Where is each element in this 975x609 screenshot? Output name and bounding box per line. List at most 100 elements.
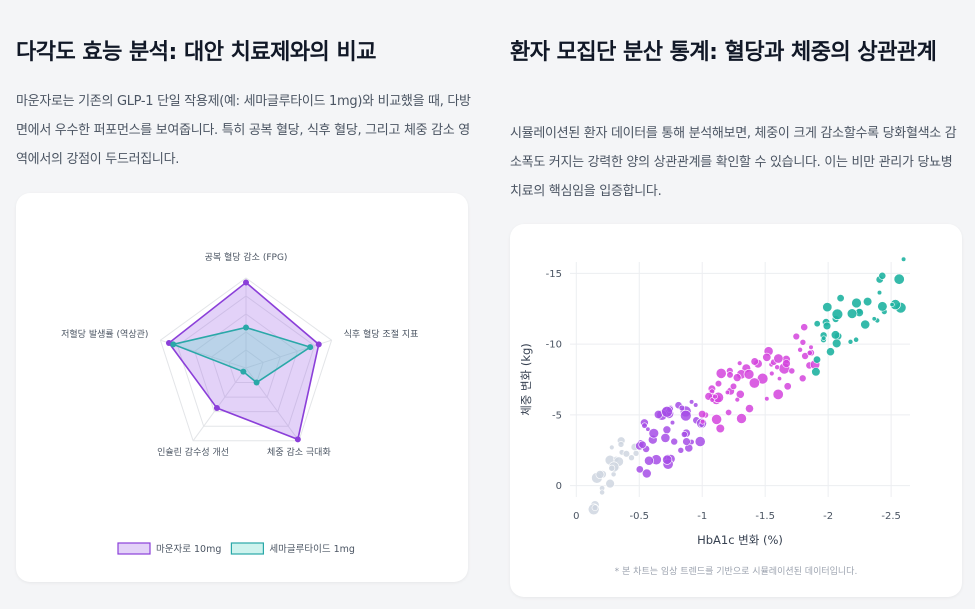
radar-grid-ring [228, 349, 264, 384]
scatter-point [743, 369, 755, 380]
x-tick-label: 0 [573, 511, 579, 522]
scatter-chart: 0 -0.5 -1 -1.5 -2 -2.5 -15 -10 -5 0 HbA1c 변화 (%) 체중… [519, 256, 910, 547]
scatter-point [851, 297, 862, 309]
x-axis-label: HbA1c 변화 (%) [697, 533, 783, 547]
radar-spoke [192, 367, 247, 442]
scatter-point [806, 349, 813, 356]
scatter-point [609, 444, 615, 451]
scatter-point [732, 373, 742, 382]
scatter-point [788, 367, 796, 375]
scatter-point [822, 302, 833, 313]
radar-grid-ring [211, 331, 281, 398]
x-tick-label: -1 [697, 511, 707, 522]
radar-point [213, 405, 220, 412]
scatter-point [591, 504, 599, 512]
radar-axis-label: 저혈당 발생률 (역상관) [61, 328, 148, 340]
scatter-point [800, 323, 809, 332]
scatter-section-title: 환자 모집단 분산 통계: 혈당과 체중의 상관관계 [510, 40, 937, 65]
radar-series-area [170, 326, 313, 384]
scatter-point [832, 338, 842, 349]
scatter-point [893, 273, 905, 285]
scatter-point [736, 413, 747, 424]
scatter-point [792, 332, 800, 341]
radar-axis-label: 인슐린 감수성 개선 [157, 446, 229, 458]
scatter-point [853, 336, 859, 343]
scatter-point [689, 399, 695, 405]
scatter-point [617, 441, 625, 448]
radar-section-description: 마운자로는 기존의 GLP-1 단일 작용제(예: 세마글루타이드 1mg)와 … [16, 94, 471, 167]
radar-grid-ring [176, 295, 316, 427]
scatter-point [876, 289, 883, 296]
radar-point [315, 341, 322, 348]
legend-swatch [117, 542, 151, 555]
scatter-point [776, 376, 782, 382]
scatter-point [799, 339, 807, 346]
scatter-point [595, 470, 605, 479]
scatter-point [670, 437, 678, 446]
radar-grid-ring [194, 313, 298, 413]
scatter-point [638, 440, 647, 449]
scatter-points [587, 256, 907, 516]
x-tick-label: -2.5 [881, 511, 901, 522]
scatter-point [769, 370, 775, 377]
scatter-point [610, 471, 617, 478]
scatter-point [877, 301, 888, 312]
scatter-point [645, 426, 651, 432]
legend-label: 세마글루타이드 1mg [269, 544, 355, 555]
scatter-point [797, 347, 803, 353]
scatter-point [694, 436, 706, 447]
scatter-chart-card: 0 -0.5 -1 -1.5 -2 -2.5 -15 -10 -5 0 HbA1c 변화 (%) 체중… [510, 224, 962, 597]
chart-footnote: * 본 차트는 임상 트렌드를 기반으로 시뮬레이션된 데이터입니다. [614, 567, 858, 577]
scatter-point [871, 316, 877, 322]
radar-axis-label: 식후 혈당 조절 지표 [344, 328, 419, 340]
scatter-point [608, 464, 616, 472]
scatter-point [648, 428, 660, 439]
scatter-point [764, 396, 770, 402]
scatter-point [678, 404, 686, 412]
scatter-point [737, 360, 743, 366]
legend-swatch [230, 542, 264, 555]
scatter-point [772, 388, 784, 400]
y-tick-label: -10 [546, 340, 562, 351]
scatter-point [669, 420, 676, 426]
scatter-point [826, 347, 835, 357]
scatter-point [812, 355, 821, 364]
scatter-point [693, 402, 699, 408]
scatter-point [622, 450, 631, 458]
scatter-point [714, 380, 723, 388]
scatter-point [801, 352, 809, 360]
scatter-point [735, 389, 745, 399]
scatter-point [774, 364, 780, 370]
scatter-point [711, 413, 722, 425]
scatter-point [641, 422, 648, 429]
radar-axis-label: 공복 혈당 감소 (FPG) [205, 251, 288, 263]
scatter-point [748, 377, 760, 389]
scatter-point [712, 393, 718, 400]
scatter-point [628, 454, 635, 461]
scatter-point [662, 454, 673, 465]
scatter-point [831, 308, 844, 321]
scatter-point [846, 308, 858, 319]
scatter-point [750, 357, 759, 366]
scatter-point [729, 382, 738, 390]
scatter-point [836, 294, 845, 303]
radar-point [243, 324, 249, 331]
scatter-point [830, 330, 841, 340]
scatter-point [773, 353, 784, 364]
scatter-point [724, 389, 731, 395]
scatter-point [762, 352, 772, 362]
scatter-point [680, 430, 688, 438]
radar-axis-label: 체중 감소 극대화 [267, 446, 331, 458]
scatter-point [734, 397, 741, 403]
scatter-point [680, 409, 692, 422]
scatter-point [860, 319, 871, 330]
scatter-point [901, 256, 907, 262]
scatter-point [878, 271, 887, 280]
scatter-point [661, 406, 673, 418]
scatter-point [635, 465, 644, 474]
scatter-point [599, 489, 605, 496]
radar-point [240, 368, 247, 375]
scatter-point [822, 321, 832, 331]
radar-series-area [167, 281, 320, 441]
